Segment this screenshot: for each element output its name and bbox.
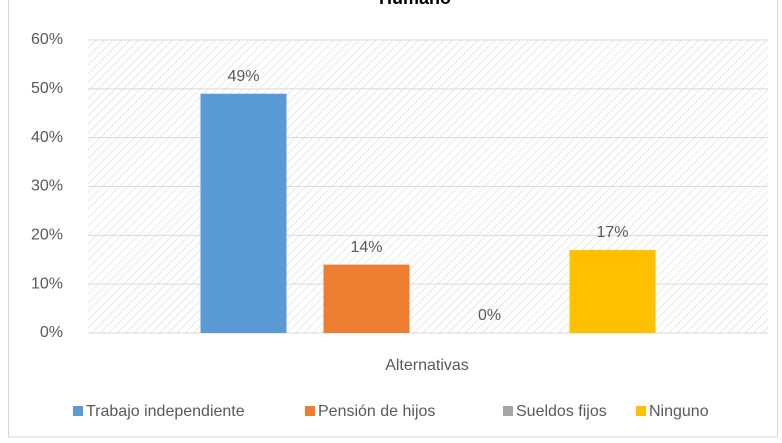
- y-tick-label: 0%: [40, 324, 63, 341]
- data-label: 49%: [227, 68, 259, 85]
- y-tick-label: 60%: [31, 31, 63, 48]
- x-axis-label: Alternativas: [385, 357, 469, 374]
- legend-swatch: [503, 406, 513, 416]
- y-tick-label: 20%: [31, 227, 63, 244]
- legend-label: Trabajo independiente: [86, 403, 245, 420]
- legend-label: Sueldos fijos: [516, 403, 607, 420]
- bar: [200, 93, 287, 333]
- y-tick-label: 50%: [31, 80, 63, 97]
- legend-swatch: [305, 406, 315, 416]
- legend-label: Ninguno: [649, 403, 709, 420]
- data-label: 17%: [596, 224, 628, 241]
- y-tick-label: 10%: [31, 275, 63, 292]
- data-label: 14%: [350, 239, 382, 256]
- y-tick-label: 30%: [31, 178, 63, 195]
- legend-swatch: [73, 406, 83, 416]
- y-tick-label: 40%: [31, 129, 63, 146]
- legend-label: Pensión de hijos: [318, 403, 435, 420]
- chart-title: Humano: [379, 0, 451, 8]
- bar: [323, 264, 410, 333]
- legend-swatch: [636, 406, 646, 416]
- data-label: 0%: [478, 307, 501, 324]
- bar: [569, 249, 656, 333]
